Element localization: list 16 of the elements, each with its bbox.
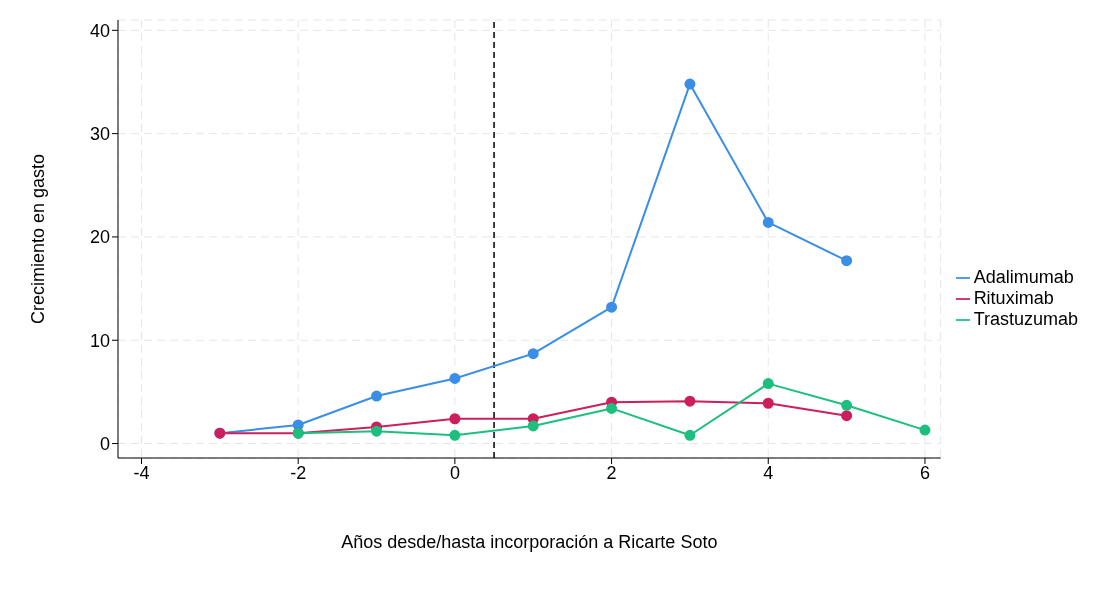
y-axis-title: Crecimiento en gasto	[28, 153, 49, 325]
y-tick-label: 10	[89, 330, 110, 351]
y-tick-label: 40	[89, 20, 110, 41]
legend-label: Rituximab	[973, 287, 1054, 308]
legend-label: Adalimumab	[973, 266, 1074, 287]
x-tick-label: -2	[290, 462, 307, 483]
legend-label: Trastuzumab	[973, 308, 1078, 329]
y-tick-label: 0	[99, 433, 110, 454]
x-tick-label: 4	[763, 462, 774, 483]
x-tick-label: 2	[606, 462, 617, 483]
x-tick-label: 6	[919, 462, 930, 483]
y-tick-label: 20	[89, 227, 110, 248]
x-tick-label: -4	[133, 462, 150, 483]
x-axis-title: Años desde/hasta incorporación a Ricarte Soto	[341, 532, 718, 552]
y-tick-label: 30	[89, 124, 110, 145]
x-tick-label: 0	[449, 462, 460, 483]
